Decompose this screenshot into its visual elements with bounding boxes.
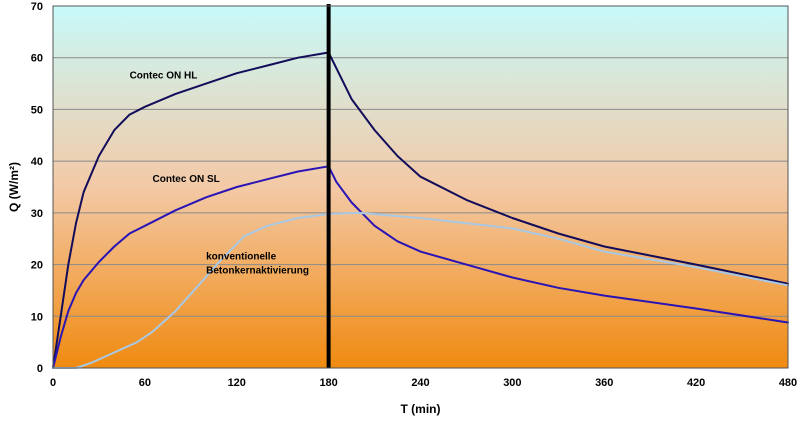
x-tick-label: 360 — [595, 377, 613, 389]
annotation-line: Contec ON SL — [153, 174, 220, 185]
y-tick-label: 20 — [31, 260, 43, 272]
y-tick-label: 30 — [31, 208, 43, 220]
annotation-label: Contec ON HL — [130, 70, 198, 81]
series-line-2 — [52, 165, 789, 369]
annotations: Contec ON HL Contec ON SL konventionelle Be… — [130, 70, 309, 276]
y-tick-label: 0 — [37, 363, 43, 375]
x-tick-label: 240 — [411, 377, 429, 389]
annotation-label: Contec ON SL — [153, 174, 220, 185]
y-tick-label: 40 — [31, 156, 43, 168]
plot-area-border — [52, 5, 789, 369]
x-tick-label: 120 — [228, 377, 246, 389]
annotation-line: Betonkernaktivierung — [206, 265, 309, 276]
series-line-1 — [52, 51, 789, 369]
y-tick-label: 60 — [31, 53, 43, 65]
y-tick-label: 50 — [31, 104, 43, 116]
series-layer — [52, 51, 789, 369]
annotation-label: konventionelle Betonkernaktivierung — [206, 251, 309, 276]
x-tick-label: 0 — [50, 377, 56, 389]
x-tick-label: 180 — [319, 377, 337, 389]
y-tick-label: 70 — [31, 1, 43, 13]
x-tick-label: 60 — [139, 377, 151, 389]
tick-labels: 0 10 20 30 40 50 60 70 0 60 120 180 240 300 360 420 480 — [31, 1, 797, 389]
x-tick-label: 480 — [779, 377, 797, 389]
x-axis-title: T (min) — [401, 402, 441, 416]
y-tick-label: 10 — [31, 311, 43, 323]
y-axis-title: Q (W/m²) — [7, 162, 21, 212]
x-tick-label: 300 — [503, 377, 521, 389]
annotation-line: Contec ON HL — [130, 70, 198, 81]
x-tick-label: 420 — [687, 377, 705, 389]
plot-area-background — [53, 6, 788, 368]
series-line-3 — [52, 211, 789, 369]
annotation-line: konventionelle — [206, 251, 276, 262]
